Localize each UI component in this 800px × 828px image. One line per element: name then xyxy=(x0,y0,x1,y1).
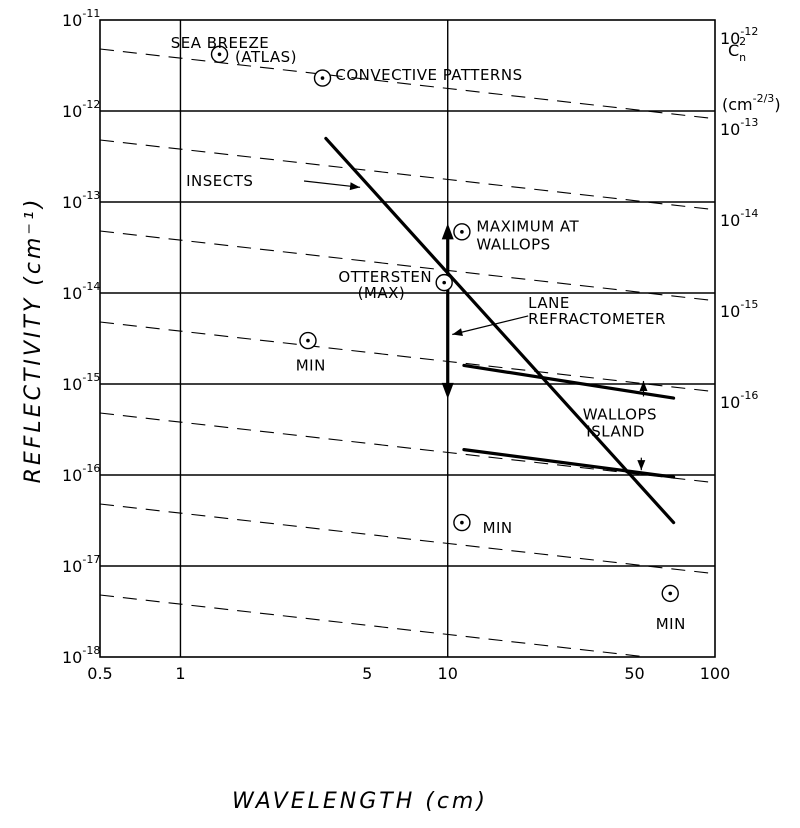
circle-dot-marker xyxy=(661,584,679,603)
grid xyxy=(100,20,715,657)
annotation-arrow xyxy=(452,315,529,336)
series-line xyxy=(462,448,676,479)
y-tick-label: 10-17 xyxy=(62,553,100,576)
series-line xyxy=(324,136,676,525)
y-tick-label: 10-13 xyxy=(62,189,100,212)
right-tick-label: 10-16 xyxy=(720,389,758,412)
series-lines xyxy=(324,136,676,525)
cn2-dashed-line xyxy=(99,412,716,484)
annotation-label: SEA BREEZE xyxy=(171,34,269,52)
plot-frame xyxy=(99,19,716,658)
marker-dot xyxy=(306,338,310,343)
right-tick-label: 10-13 xyxy=(720,116,758,139)
circle-dot-marker xyxy=(435,273,453,292)
x-tick-label: 100 xyxy=(700,664,731,683)
cn2-dashed-lines xyxy=(99,48,716,658)
annotation-arrow xyxy=(637,457,646,471)
annotation-arrow xyxy=(303,180,361,191)
y-tick-label: 10-11 xyxy=(62,7,100,30)
arrowhead-down xyxy=(441,382,454,399)
annotation-label: MIN xyxy=(656,615,686,633)
annotation-label: MAXIMUM AT xyxy=(476,217,579,235)
y-tick-labels: 10-11 10-12 10-13 10-14 10-15 10-16 10-17 10-18 xyxy=(62,7,100,667)
marker-dot xyxy=(460,520,464,525)
x-tick-label: 10 xyxy=(438,664,458,683)
right-tick-label: 10-14 xyxy=(720,207,758,230)
arrow-head xyxy=(349,182,361,191)
right-axis-label: Cn2 (cm-2/3) xyxy=(722,35,781,114)
marker-dot xyxy=(460,230,464,234)
arrowhead-up xyxy=(441,223,454,240)
annotation-label: REFRACTOMETER xyxy=(528,310,666,328)
annotation-label: INSECTS xyxy=(186,172,253,190)
arrow-head xyxy=(637,460,646,471)
y-tick-label: 10-18 xyxy=(62,644,100,667)
y-tick-label: 10-12 xyxy=(62,98,100,121)
x-tick-label: 50 xyxy=(624,664,644,683)
marker-dot xyxy=(668,591,673,596)
circle-dot-marker xyxy=(313,69,332,87)
y-tick-label: 10-14 xyxy=(62,280,100,303)
cn2-symbol: Cn2 xyxy=(728,35,746,64)
circle-dot-marker xyxy=(453,223,471,241)
annotation-label: LANE xyxy=(528,294,570,312)
x-axis-title: WAVELENGTH (cm) xyxy=(232,789,488,814)
cn2-dashed-line xyxy=(99,594,647,658)
x-tick-label: 0.5 xyxy=(87,664,112,683)
annotation-arrow xyxy=(639,380,648,397)
cn2-dashed-line xyxy=(99,230,716,302)
arrow-head xyxy=(639,380,648,391)
annotation-label: (ATLAS) xyxy=(235,48,297,66)
data-markers xyxy=(210,45,679,603)
cn2-dashed-line xyxy=(99,139,716,211)
circle-dot-marker xyxy=(299,331,317,350)
x-tick-label: 1 xyxy=(175,664,185,683)
annotation-label: WALLOPS xyxy=(476,236,550,254)
cn2-dashed-line xyxy=(99,503,716,575)
right-tick-label: 10-15 xyxy=(720,298,758,321)
x-tick-labels: 0.5 1 5 10 50 100 xyxy=(87,664,730,683)
marker-dot xyxy=(320,76,325,80)
x-tick-label: 5 xyxy=(362,664,372,683)
annotation-arrows xyxy=(303,180,648,471)
arrow-head xyxy=(452,328,463,336)
annotation-label: CONVECTIVE PATTERNS xyxy=(335,66,522,84)
cn2-dashed-line xyxy=(99,321,716,393)
cn2-unit: (cm-2/3) xyxy=(722,92,781,114)
annotations: SEA BREEZE(ATLAS) CONVECTIVE PATTERNS INSE… xyxy=(171,34,686,633)
series-line xyxy=(462,363,676,400)
arrow-shaft xyxy=(452,315,529,336)
y-tick-label: 10-16 xyxy=(62,462,100,485)
annotation-label: ISLAND xyxy=(586,423,645,441)
annotation-label: WALLOPS xyxy=(583,406,657,424)
annotation-label: OTTERSTEN xyxy=(338,268,432,286)
annotation-label: MIN xyxy=(483,519,513,537)
right-tick-label: 10-12 xyxy=(720,25,758,48)
y-tick-label: 10-15 xyxy=(62,371,100,394)
circle-dot-marker xyxy=(453,513,471,532)
marker-dot xyxy=(442,280,446,285)
annotation-label: MIN xyxy=(296,356,326,374)
marker-dot xyxy=(217,52,222,57)
annotation-label: (MAX) xyxy=(358,284,406,302)
y-axis-title: REFLECTIVITY (cm⁻¹) xyxy=(21,197,46,484)
circle-dot-marker xyxy=(210,45,229,63)
cn2-dashed-line xyxy=(99,48,716,120)
